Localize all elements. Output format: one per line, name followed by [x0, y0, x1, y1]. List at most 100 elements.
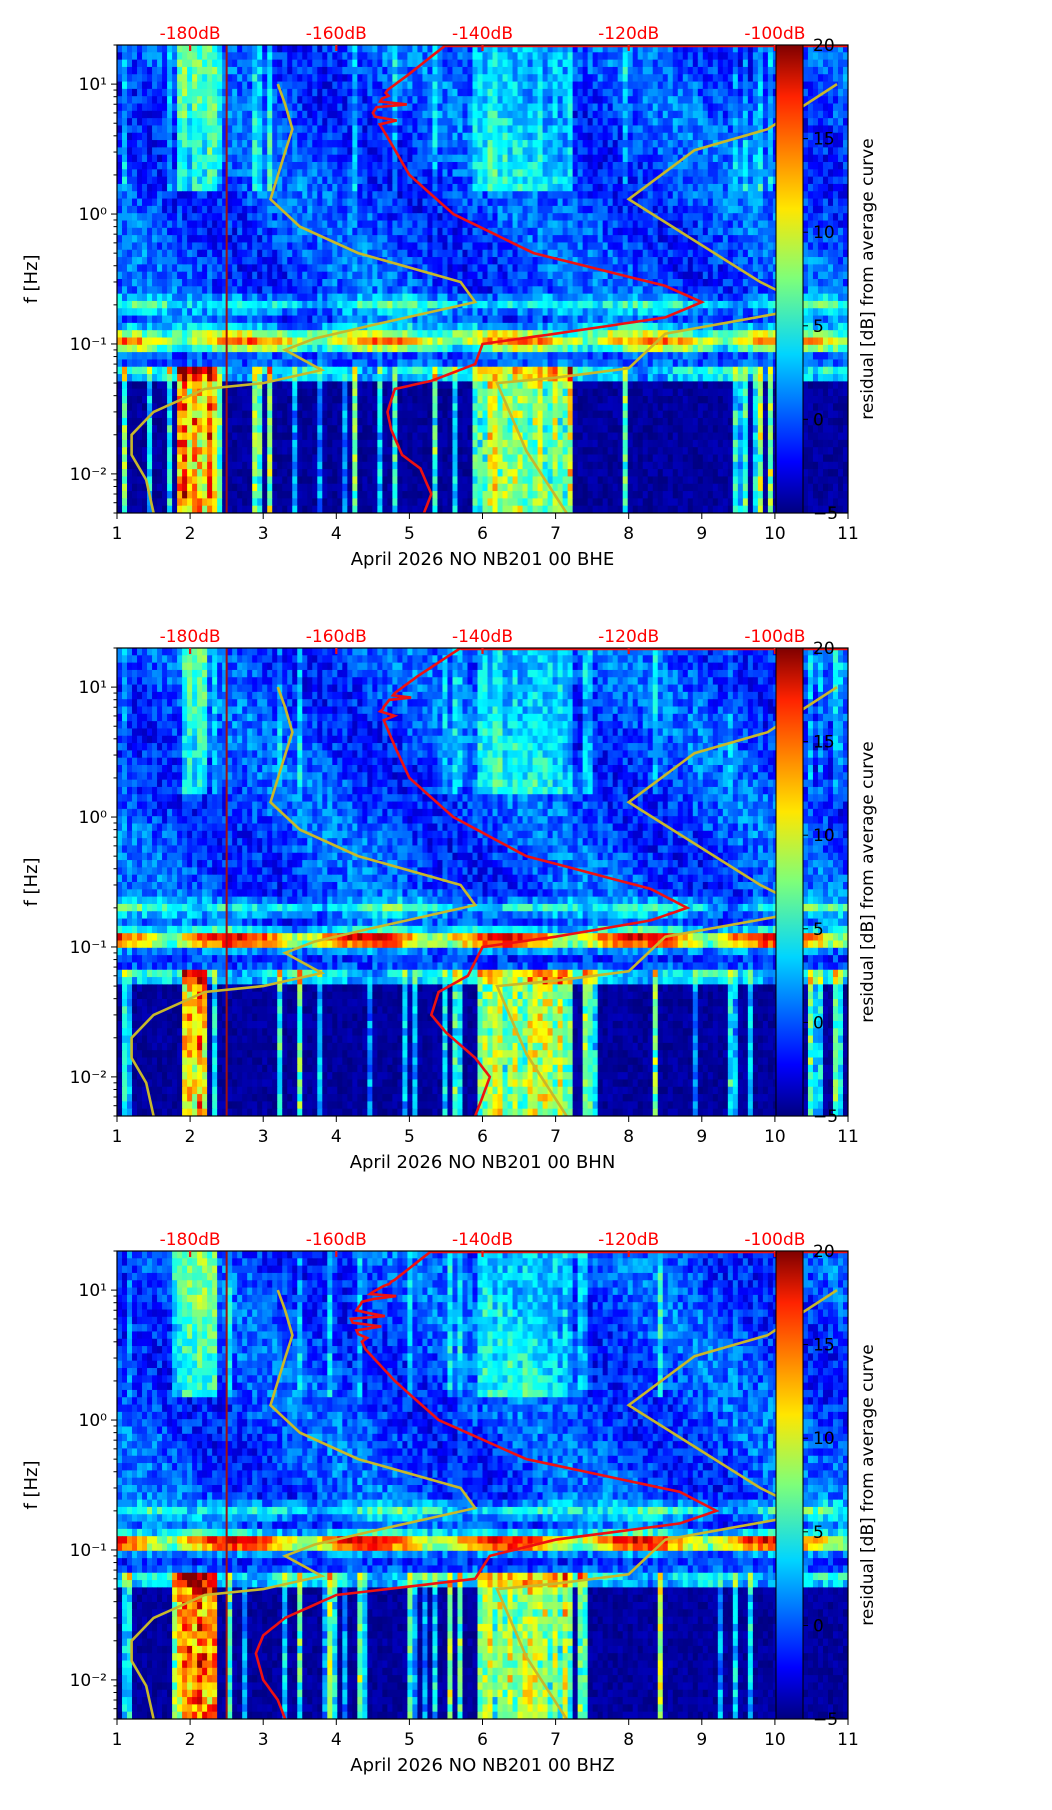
heatmap-cell [732, 162, 739, 170]
heatmap-cell [827, 59, 834, 68]
heatmap-cell [662, 140, 669, 148]
heatmap-cell [532, 220, 539, 229]
heatmap-cell [762, 118, 769, 127]
heatmap-cell [202, 279, 208, 287]
heatmap-cell [172, 147, 178, 156]
heatmap-cell [497, 249, 504, 258]
heatmap-cell [512, 81, 519, 90]
heatmap-cell [537, 118, 544, 127]
heatmap-cell [657, 279, 664, 287]
heatmap-cell [212, 249, 218, 258]
heatmap-cell [447, 59, 454, 68]
heatmap-cell [527, 176, 534, 185]
heatmap-cell [182, 132, 188, 141]
heatmap-cell [812, 154, 819, 163]
heatmap-cell [817, 154, 824, 163]
heatmap-cell [722, 169, 729, 178]
heatmap-cell [432, 169, 439, 178]
heatmap-cell [762, 257, 769, 265]
heatmap-cell [477, 191, 484, 200]
heatmap-cell [277, 45, 283, 53]
heatmap-cell [397, 103, 403, 112]
heatmap-cell [702, 162, 709, 170]
heatmap-cell [827, 110, 834, 119]
heatmap-cell [582, 59, 589, 68]
heatmap-cell [342, 118, 348, 127]
heatmap-cell [482, 286, 489, 295]
heatmap-cell [402, 52, 408, 61]
heatmap-cell [552, 191, 559, 200]
heatmap-cell [307, 118, 313, 127]
heatmap-cell [252, 213, 258, 222]
heatmap-cell [462, 191, 469, 200]
heatmap-cell [652, 74, 659, 83]
heatmap-cell [552, 220, 559, 229]
heatmap-cell [502, 227, 509, 236]
heatmap-cell [537, 52, 544, 61]
heatmap-cell [662, 183, 669, 192]
heatmap-cell [702, 147, 709, 156]
heatmap-cell [722, 213, 729, 222]
heatmap-cell [677, 162, 684, 170]
heatmap-cell [827, 45, 834, 53]
heatmap-cell [167, 162, 173, 170]
heatmap-cell [702, 191, 709, 200]
heatmap-cell [367, 66, 373, 75]
heatmap-cell [537, 235, 544, 244]
heatmap-cell [582, 162, 589, 170]
heatmap-cell [632, 74, 639, 83]
heatmap-cell [622, 235, 629, 244]
heatmap-cell [752, 249, 759, 258]
heatmap-cell [467, 227, 474, 236]
heatmap-cell [297, 213, 303, 222]
heatmap-cell [167, 45, 173, 53]
heatmap-cell [582, 66, 589, 75]
heatmap-cell [627, 103, 634, 112]
heatmap-cell [607, 96, 614, 105]
heatmap-cell [182, 45, 188, 53]
heatmap-cell [507, 132, 514, 141]
heatmap-cell [332, 249, 338, 258]
heatmap-cell [367, 176, 373, 185]
heatmap-cell [387, 271, 393, 280]
heatmap-cell [557, 249, 564, 258]
heatmap-cell [412, 59, 419, 68]
heatmap-cell [157, 162, 163, 170]
heatmap-cell [122, 176, 128, 185]
heatmap-cell [217, 96, 223, 105]
heatmap-cell [312, 147, 318, 156]
heatmap-cell [297, 169, 303, 178]
heatmap-cell [322, 191, 328, 200]
heatmap-cell [142, 293, 148, 302]
heatmap-cell [822, 81, 829, 90]
heatmap-cell [432, 140, 439, 148]
heatmap-cell [187, 191, 193, 200]
heatmap-cell [802, 220, 809, 229]
heatmap-cell [527, 220, 534, 229]
heatmap-cell [127, 110, 133, 119]
heatmap-cell [212, 45, 218, 53]
heatmap-cell [362, 88, 368, 97]
heatmap-cell [532, 103, 539, 112]
heatmap-cell [457, 132, 464, 141]
heatmap-cell [482, 271, 489, 280]
heatmap-cell [362, 132, 368, 141]
heatmap-cell [167, 118, 173, 127]
heatmap-cell [832, 154, 839, 163]
heatmap-cell [677, 191, 684, 200]
heatmap-cell [597, 103, 604, 112]
heatmap-cell [257, 103, 263, 112]
heatmap-cell [172, 227, 178, 236]
heatmap-cell [752, 103, 759, 112]
heatmap-cell [362, 242, 368, 251]
heatmap-cell [367, 45, 373, 53]
heatmap-cell [682, 257, 689, 265]
heatmap-cell [257, 220, 263, 229]
heatmap-cell [142, 249, 148, 258]
heatmap-cell [387, 286, 393, 295]
heatmap-cell [247, 169, 253, 178]
heatmap-cell [142, 227, 148, 236]
heatmap-cell [257, 257, 263, 265]
heatmap-cell [182, 88, 188, 97]
heatmap-cell [312, 249, 318, 258]
